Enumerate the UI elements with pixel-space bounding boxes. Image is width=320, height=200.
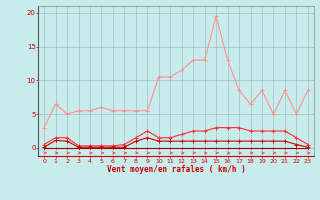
X-axis label: Vent moyen/en rafales ( km/h ): Vent moyen/en rafales ( km/h ): [107, 165, 245, 174]
